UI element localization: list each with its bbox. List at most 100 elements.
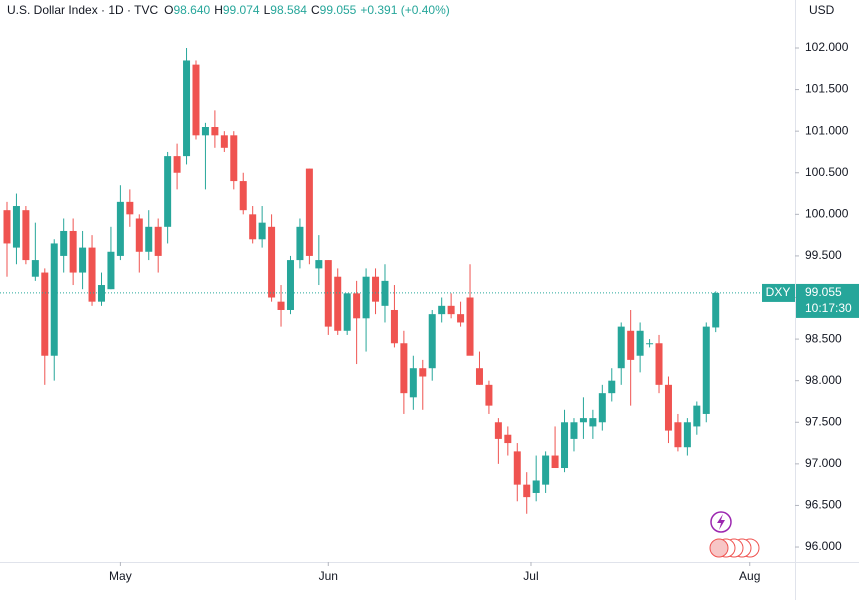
candle-body — [409, 368, 417, 398]
candle-body — [504, 434, 512, 444]
candle-body — [296, 226, 304, 261]
candle-body — [466, 297, 474, 356]
ohlc-value: 99.074 — [223, 3, 260, 17]
candle-body — [551, 455, 559, 469]
candle-body — [116, 201, 124, 256]
y-tick-label: 100.000 — [805, 207, 849, 221]
candle-body — [702, 326, 710, 414]
ohlc-value: 99.055 — [320, 3, 357, 17]
price-tag — [796, 283, 859, 318]
y-tick-label: 98.500 — [805, 331, 842, 345]
candle-body — [135, 218, 143, 252]
candle-body — [494, 422, 502, 439]
candle-body — [154, 226, 162, 256]
candle-body — [324, 260, 332, 327]
candle-body — [485, 384, 493, 406]
candle-body — [532, 480, 540, 493]
candle-body — [343, 293, 351, 331]
y-tick-label: 99.500 — [805, 248, 842, 262]
candle-body — [277, 301, 285, 310]
ohlc-value: 98.584 — [270, 3, 307, 17]
candle-body — [315, 260, 323, 269]
y-tick-label: 98.000 — [805, 373, 842, 387]
countdown: 10:17:30 — [805, 301, 852, 315]
candle-body — [513, 451, 521, 485]
candle-body — [31, 260, 39, 277]
x-tick-label: May — [109, 569, 132, 583]
candle-body — [97, 285, 105, 302]
candle-body — [173, 156, 181, 173]
candle-body — [239, 181, 247, 211]
y-tick-label: 96.000 — [805, 539, 842, 553]
candle-body — [183, 60, 191, 157]
candle-body — [258, 222, 266, 240]
candle-body — [674, 422, 682, 448]
candle-body — [428, 314, 436, 369]
candle-body — [683, 422, 691, 448]
symbol-tag — [762, 283, 795, 302]
symbol-label: DXY — [766, 285, 791, 299]
candle-body — [542, 455, 550, 485]
candle-body — [627, 330, 635, 360]
candle-body — [211, 127, 219, 136]
candle-body — [570, 422, 578, 439]
candle-body — [41, 272, 49, 356]
candle-body — [372, 276, 380, 302]
candle-body — [12, 206, 20, 248]
candle-body — [230, 135, 238, 182]
ohlc-key: H — [214, 3, 223, 17]
candle-body — [145, 226, 153, 252]
candle-body — [390, 309, 398, 344]
candle-body — [249, 214, 257, 240]
ohlc-key: O — [164, 3, 173, 17]
candle-body — [286, 260, 294, 310]
candle-body — [268, 226, 276, 298]
candle-body — [561, 422, 569, 469]
candle-body — [617, 326, 625, 369]
candle-body — [353, 293, 361, 319]
candle-body — [334, 276, 342, 331]
icons — [709, 511, 760, 558]
y-tick-label: 96.500 — [805, 498, 842, 512]
last-price-label: 99.055 — [805, 285, 842, 299]
candle-body — [419, 368, 427, 377]
candle-body — [693, 405, 701, 427]
candle-body — [107, 251, 115, 290]
candle-body — [69, 230, 77, 273]
candle-body — [305, 168, 313, 256]
candle-body — [598, 393, 606, 423]
candle-body — [664, 384, 672, 431]
y-tick-label: 97.000 — [805, 456, 842, 470]
candle-body — [655, 343, 663, 385]
candle-body — [475, 368, 483, 385]
candle-body — [636, 330, 644, 356]
header-title: U.S. Dollar Index · 1D · TVC — [7, 3, 158, 17]
candle-body — [192, 64, 200, 136]
candle-body — [88, 247, 96, 302]
candle-body — [22, 210, 30, 261]
candle-body — [164, 156, 172, 227]
candle-body — [220, 135, 228, 148]
y-tick-label: 97.500 — [805, 414, 842, 428]
candle-body — [400, 343, 408, 394]
candle-body — [447, 305, 455, 315]
y-tick-label: 100.500 — [805, 165, 849, 179]
candle-body — [362, 276, 370, 319]
candle-body — [438, 305, 446, 315]
candle-body — [457, 314, 465, 323]
x-tick-label: Jul — [523, 569, 538, 583]
candle-body — [60, 230, 68, 256]
candle-body — [3, 210, 11, 244]
x-tick-label: Jun — [319, 569, 338, 583]
y-tick-label: 101.500 — [805, 82, 849, 96]
change: +0.391 (+0.40%) — [360, 3, 449, 17]
candle-body — [589, 418, 597, 427]
candle-body — [523, 484, 531, 498]
candle-body — [79, 247, 87, 273]
y-tick-label: 101.000 — [805, 123, 849, 137]
ohlc-key: L — [264, 3, 271, 17]
currency: USD — [809, 3, 835, 17]
candle-body — [579, 418, 587, 423]
y-tick-label: 102.000 — [805, 40, 849, 54]
